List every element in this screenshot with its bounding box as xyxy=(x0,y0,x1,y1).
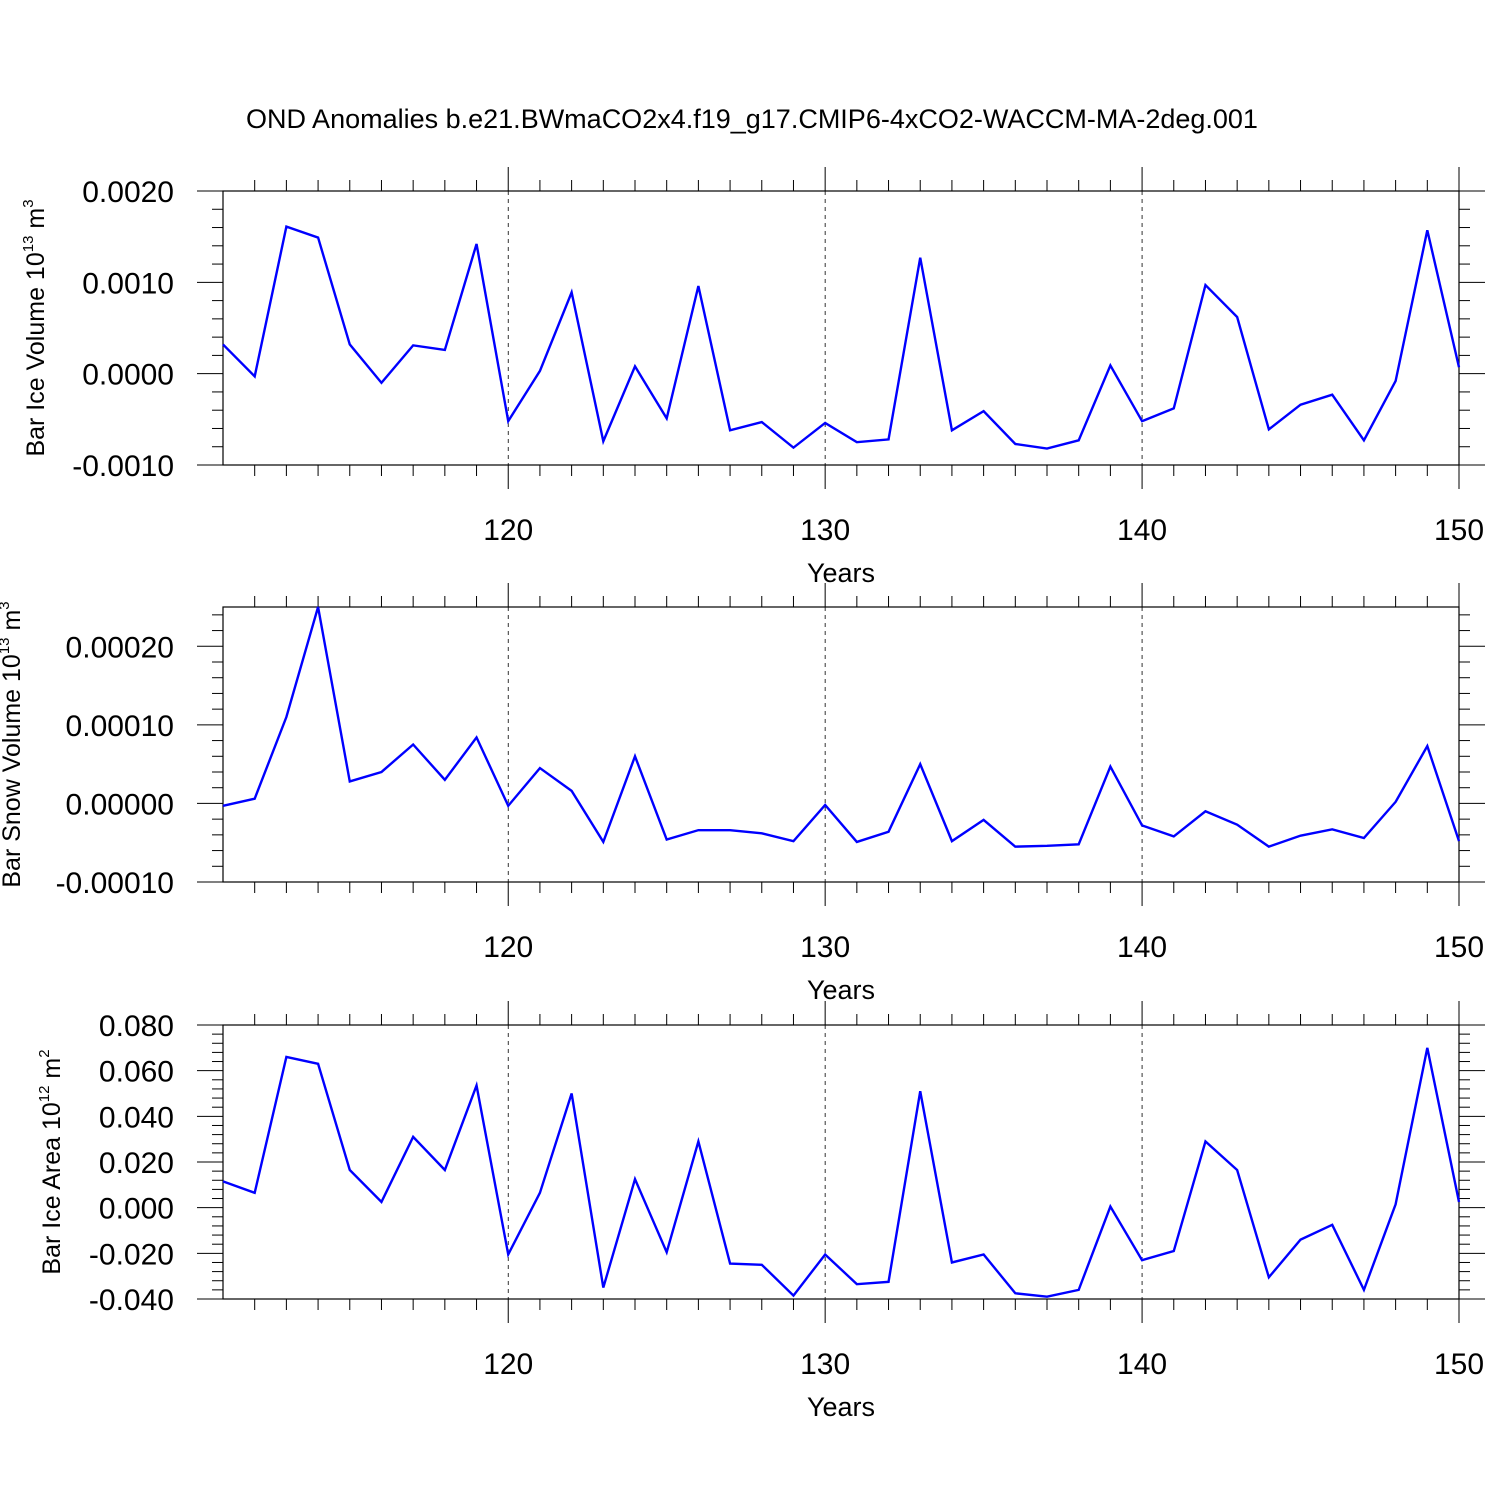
panel-1: 120 130 140 150 Years -0.0010 0.0000 0.0010 0.00… xyxy=(20,167,1485,588)
x-tick-label: 120 xyxy=(483,931,533,964)
y-axis-label-unit-exp: 3 xyxy=(0,601,13,609)
x-tick-label: 120 xyxy=(483,514,533,547)
x-tick-label: 150 xyxy=(1434,514,1484,547)
x-tick-label: 150 xyxy=(1434,1348,1484,1381)
y-tick-label: 0.0000 xyxy=(82,359,174,392)
x-tick-label: 130 xyxy=(800,931,850,964)
plot-frame xyxy=(222,190,1460,466)
y-axis-label-text: Bar Ice Area 10 xyxy=(38,1102,66,1274)
x-tick-label: 140 xyxy=(1117,1348,1167,1381)
y-tick-label: 0.060 xyxy=(99,1056,174,1089)
x-tick-label: 130 xyxy=(800,514,850,547)
y-axis-label: Bar Ice Area 1012 m2 xyxy=(36,1049,66,1274)
y-tick-label: 0.020 xyxy=(99,1147,174,1180)
y-tick-label: 0.000 xyxy=(99,1193,174,1226)
y-tick-label: 0.00020 xyxy=(66,631,174,664)
x-axis-label: Years xyxy=(807,975,875,1005)
y-axis-label-unit-exp: 3 xyxy=(20,199,37,207)
panel-3: 120 130 140 150 Years -0.040 -0.020 0.000 0.020 0… xyxy=(36,1001,1485,1422)
y-tick-label: -0.0010 xyxy=(72,450,174,483)
figure-title: OND Anomalies b.e21.BWmaCO2x4.f19_g17.CM… xyxy=(246,104,1258,134)
y-tick-label: -0.040 xyxy=(89,1284,174,1317)
panels: 120 130 140 150 Years -0.0010 0.0000 0.0010 0.00… xyxy=(0,167,1485,1422)
y-axis-label-exp: 13 xyxy=(20,236,37,253)
y-axis-label-text: Bar Snow Volume 10 xyxy=(0,654,26,887)
y-tick-label: 0.080 xyxy=(99,1010,174,1043)
y-tick-label: 0.00000 xyxy=(66,788,174,821)
plot-frame xyxy=(222,606,1460,883)
y-axis-label-unit: m xyxy=(38,1058,66,1086)
x-axis-label: Years xyxy=(807,558,875,588)
y-axis-label-exp: 12 xyxy=(36,1086,53,1103)
x-tick-label: 140 xyxy=(1117,931,1167,964)
y-axis-label-text: Bar Ice Volume 10 xyxy=(22,252,50,456)
y-axis-label-unit: m xyxy=(0,610,26,638)
series-line-1 xyxy=(222,606,1461,848)
y-axis-label-unit-exp: 2 xyxy=(36,1049,53,1057)
y-axis-label-unit: m xyxy=(22,208,50,236)
x-tick-label: 130 xyxy=(800,1348,850,1381)
x-tick-label: 120 xyxy=(483,1348,533,1381)
x-axis-label: Years xyxy=(807,1392,875,1422)
series-line-1 xyxy=(222,225,1461,450)
y-tick-label: 0.00010 xyxy=(66,710,174,743)
y-tick-label: 0.040 xyxy=(99,1101,174,1134)
y-tick-label: -0.00010 xyxy=(56,867,174,900)
y-axis-label: Bar Snow Volume 1013 m3 xyxy=(0,601,26,887)
x-tick-label: 150 xyxy=(1434,931,1484,964)
y-tick-label: 0.0010 xyxy=(82,267,174,300)
series-line-1 xyxy=(222,1047,1461,1298)
y-axis-label: Bar Ice Volume 1013 m3 xyxy=(20,199,50,456)
y-tick-label: 0.0020 xyxy=(82,176,174,209)
y-tick-label: -0.020 xyxy=(89,1238,174,1271)
y-axis-label-exp: 13 xyxy=(0,637,13,654)
x-tick-label: 140 xyxy=(1117,514,1167,547)
panel-2: 120 130 140 150 Years -0.00010 0.00000 0.00010 0… xyxy=(0,583,1485,1005)
